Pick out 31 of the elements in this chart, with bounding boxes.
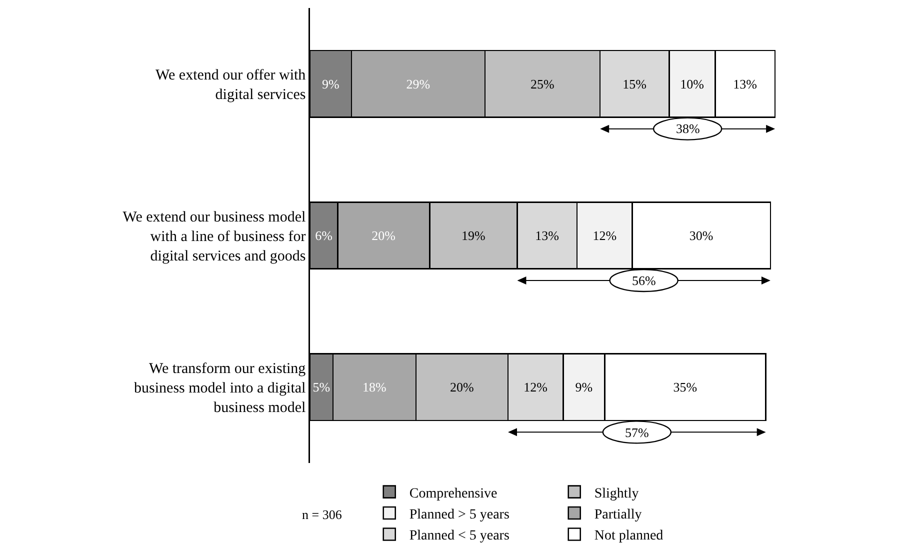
data-label: 18% [362,380,386,395]
data-label: 20% [372,228,396,243]
data-label: 12% [524,380,548,395]
data-label: 9% [322,76,340,92]
data-label: 35% [673,380,698,395]
y-tick-label: We extend our business model with a line of business for digital services and goods [122,209,306,264]
annotation: 57% [625,425,649,440]
data-label: 13% [535,228,560,243]
data-label: 15% [622,76,647,92]
data-label: 19% [461,228,486,243]
y-tick-label: We extend our offer with digital services [156,67,306,103]
data-label: 10% [680,76,704,92]
data-label: 9% [575,380,593,395]
data-label: 29% [406,76,430,92]
data-label: 13% [733,76,758,92]
text: n = 306 [302,507,342,522]
data-label: 30% [689,228,714,243]
legend-label: Not planned [594,528,664,544]
y-tick-label: We transform our existing business model into a digital business model [134,360,306,416]
data-label: 12% [592,228,617,243]
annotation: 56% [632,273,656,288]
data-label: 5% [312,380,330,395]
legend-label: Planned > 5 years [409,507,510,522]
data-label: 20% [450,380,474,395]
legend-label: Slightly [594,486,639,502]
legend-label: Comprehensive [409,486,498,502]
legend-label: Planned < 5 years [409,528,510,544]
legend-label: Partially [594,507,642,522]
data-label: 6% [315,228,333,243]
data-label: 25% [530,76,555,92]
annotation: 38% [676,121,700,136]
